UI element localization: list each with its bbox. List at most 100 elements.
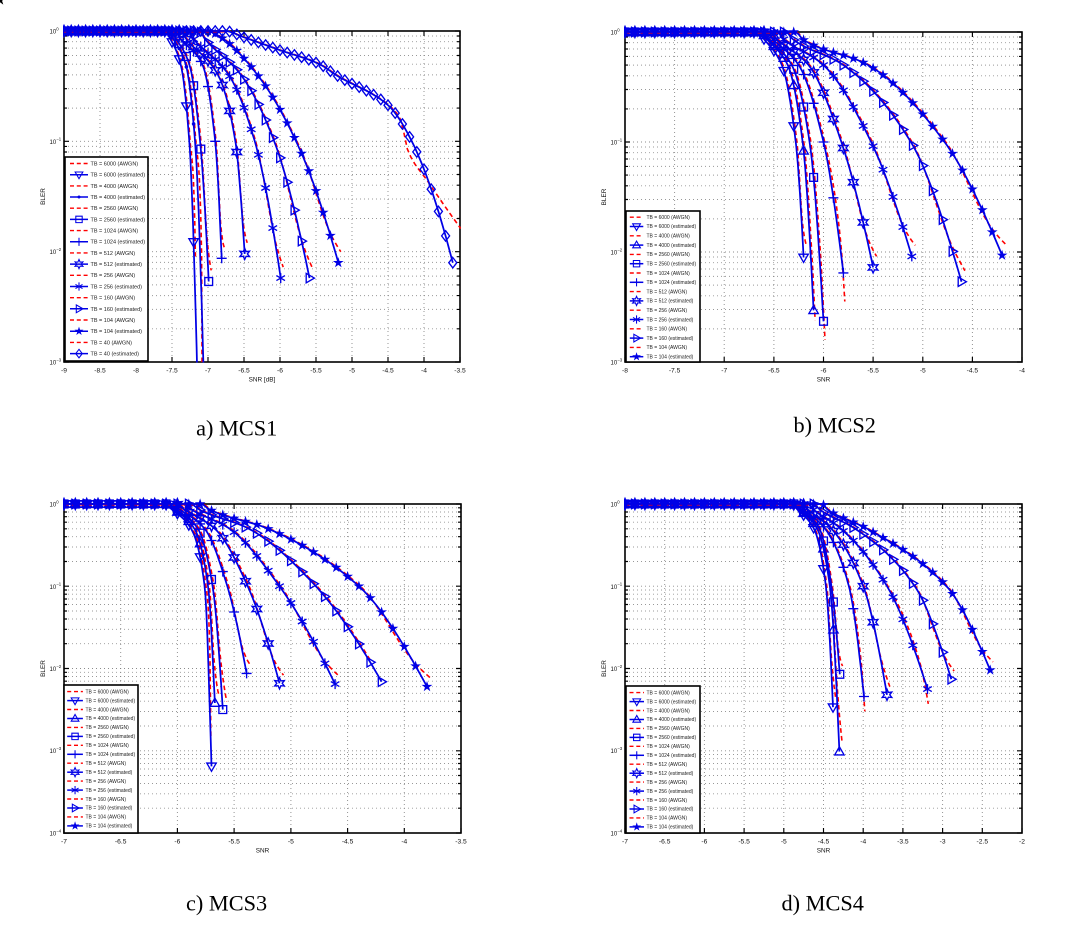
svg-text:TB = 512 (estimated): TB = 512 (estimated) — [91, 262, 143, 268]
svg-text:SNR [dB]: SNR [dB] — [249, 377, 276, 384]
svg-text:10−1: 10−1 — [611, 137, 623, 146]
svg-text:100: 100 — [50, 499, 60, 508]
svg-text:TB = 6000 (estimated): TB = 6000 (estimated) — [91, 173, 146, 179]
svg-text:BLER: BLER — [601, 660, 608, 677]
svg-text:TB = 104 (AWGN): TB = 104 (AWGN) — [91, 318, 136, 324]
svg-text:TB = 512 (AWGN): TB = 512 (AWGN) — [647, 289, 688, 295]
svg-text:TB = 104 (AWGN): TB = 104 (AWGN) — [647, 345, 688, 351]
svg-text:TB = 6000 (AWGN): TB = 6000 (AWGN) — [647, 690, 691, 696]
svg-text:TB = 2560 (estimated): TB = 2560 (estimated) — [647, 735, 697, 741]
svg-text:-7.5: -7.5 — [166, 368, 178, 375]
svg-text:SNR: SNR — [817, 848, 831, 855]
svg-text:-7: -7 — [205, 368, 211, 375]
svg-text:10−1: 10−1 — [50, 137, 62, 146]
svg-text:TB = 256 (AWGN): TB = 256 (AWGN) — [86, 779, 127, 785]
svg-text:TB = 160 (AWGN): TB = 160 (AWGN) — [647, 798, 688, 804]
svg-text:SNR: SNR — [256, 848, 270, 855]
svg-text:100: 100 — [611, 27, 621, 36]
svg-text:a) MCS1: a) MCS1 — [196, 416, 277, 441]
svg-text:-6.5: -6.5 — [768, 368, 780, 375]
svg-text:TB = 1024 (AWGN): TB = 1024 (AWGN) — [647, 744, 691, 750]
svg-text:-5: -5 — [781, 839, 787, 846]
svg-text:-5: -5 — [920, 368, 926, 375]
svg-text:-2.5: -2.5 — [977, 839, 989, 846]
svg-text:TB = 4000 (estimated): TB = 4000 (estimated) — [647, 717, 697, 723]
svg-text:10−2: 10−2 — [50, 664, 62, 673]
svg-text:10−4: 10−4 — [611, 828, 623, 837]
svg-text:TB = 1024 (estimated): TB = 1024 (estimated) — [647, 753, 697, 759]
svg-text:TB = 40 (estimated): TB = 40 (estimated) — [91, 352, 140, 358]
svg-text:TB = 2560 (estimated): TB = 2560 (estimated) — [91, 217, 146, 223]
svg-text:-4.5: -4.5 — [967, 368, 979, 375]
svg-text:100: 100 — [611, 499, 621, 508]
svg-text:-9: -9 — [61, 368, 67, 375]
svg-text:-4: -4 — [421, 368, 427, 375]
svg-text:TB = 160 (estimated): TB = 160 (estimated) — [86, 806, 133, 812]
svg-text:-7: -7 — [721, 368, 727, 375]
svg-text:-3.5: -3.5 — [455, 839, 467, 846]
svg-text:-3.5: -3.5 — [897, 839, 909, 846]
svg-text:TB = 1024 (AWGN): TB = 1024 (AWGN) — [86, 743, 130, 749]
svg-text:TB = 256 (estimated): TB = 256 (estimated) — [647, 317, 694, 323]
svg-text:TB = 4000 (estimated): TB = 4000 (estimated) — [647, 243, 697, 249]
svg-text:-4: -4 — [401, 839, 407, 846]
svg-text:-6: -6 — [701, 839, 707, 846]
svg-text:TB = 2560 (AWGN): TB = 2560 (AWGN) — [647, 252, 691, 258]
svg-text:TB = 512 (AWGN): TB = 512 (AWGN) — [91, 251, 136, 257]
svg-text:-8: -8 — [133, 368, 139, 375]
svg-text:TB = 6000 (AWGN): TB = 6000 (AWGN) — [91, 161, 139, 167]
svg-text:-6: -6 — [821, 368, 827, 375]
svg-text:TB = 2560 (estimated): TB = 2560 (estimated) — [647, 262, 697, 268]
svg-text:TB = 256 (estimated): TB = 256 (estimated) — [86, 788, 133, 794]
svg-text:c) MCS3: c) MCS3 — [186, 891, 267, 916]
svg-text:-4.5: -4.5 — [818, 839, 830, 846]
svg-text:TB = 104 (estimated): TB = 104 (estimated) — [647, 825, 694, 831]
svg-text:TB = 2560 (AWGN): TB = 2560 (AWGN) — [86, 725, 130, 731]
svg-text:-5.5: -5.5 — [228, 839, 240, 846]
svg-text:-5: -5 — [288, 839, 294, 846]
svg-text:10−4: 10−4 — [50, 828, 62, 837]
svg-text:TB = 4000 (AWGN): TB = 4000 (AWGN) — [86, 707, 130, 713]
svg-text:BLER: BLER — [40, 660, 47, 677]
svg-text:TB = 1024 (estimated): TB = 1024 (estimated) — [91, 240, 146, 246]
svg-text:d) MCS4: d) MCS4 — [781, 891, 863, 916]
svg-text:-3.5: -3.5 — [454, 368, 466, 375]
svg-text:-8.5: -8.5 — [94, 368, 106, 375]
svg-text:10−2: 10−2 — [611, 247, 623, 256]
svg-text:TB = 1024 (estimated): TB = 1024 (estimated) — [86, 752, 136, 758]
svg-text:TB = 160 (estimated): TB = 160 (estimated) — [647, 807, 694, 813]
svg-text:TB = 160 (AWGN): TB = 160 (AWGN) — [647, 327, 688, 333]
svg-text:TB = 4000 (AWGN): TB = 4000 (AWGN) — [647, 234, 691, 240]
svg-text:10−1: 10−1 — [50, 582, 62, 591]
svg-text:10−1: 10−1 — [611, 582, 623, 591]
svg-text:100: 100 — [50, 26, 60, 35]
svg-text:BLER: BLER — [40, 188, 47, 205]
svg-text:TB = 104 (AWGN): TB = 104 (AWGN) — [86, 815, 127, 821]
svg-text:-8: -8 — [622, 368, 628, 375]
svg-text:TB = 1024 (estimated): TB = 1024 (estimated) — [647, 280, 697, 286]
svg-text:-7.5: -7.5 — [669, 368, 681, 375]
svg-text:-6: -6 — [174, 839, 180, 846]
svg-text:TB = 160 (AWGN): TB = 160 (AWGN) — [91, 296, 136, 302]
svg-text:TB = 256 (estimated): TB = 256 (estimated) — [647, 789, 694, 795]
svg-text:TB = 2560 (AWGN): TB = 2560 (AWGN) — [91, 206, 139, 212]
svg-text:TB = 512 (estimated): TB = 512 (estimated) — [647, 299, 694, 305]
svg-text:TB = 2560 (estimated): TB = 2560 (estimated) — [86, 734, 136, 740]
svg-text:TB = 4000 (estimated): TB = 4000 (estimated) — [86, 716, 136, 722]
svg-text:TB = 104 (estimated): TB = 104 (estimated) — [647, 355, 694, 361]
svg-text:TB = 512 (AWGN): TB = 512 (AWGN) — [86, 761, 127, 767]
svg-text:-5.5: -5.5 — [867, 368, 879, 375]
svg-text:-2: -2 — [1019, 839, 1025, 846]
svg-text:TB = 1024 (AWGN): TB = 1024 (AWGN) — [91, 229, 139, 235]
svg-text:10−3: 10−3 — [611, 357, 623, 366]
svg-text:TB = 4000 (AWGN): TB = 4000 (AWGN) — [91, 184, 139, 190]
svg-text:TB = 104 (estimated): TB = 104 (estimated) — [86, 824, 133, 830]
svg-text:TB = 160 (estimated): TB = 160 (estimated) — [91, 307, 143, 313]
svg-text:-3: -3 — [940, 839, 946, 846]
svg-text:TB = 6000 (estimated): TB = 6000 (estimated) — [86, 698, 136, 704]
svg-text:-4.5: -4.5 — [342, 839, 354, 846]
svg-text:-6.5: -6.5 — [659, 839, 671, 846]
svg-text:TB = 104 (estimated): TB = 104 (estimated) — [91, 329, 143, 335]
svg-text:TB = 6000 (AWGN): TB = 6000 (AWGN) — [86, 689, 130, 695]
svg-text:10−3: 10−3 — [611, 746, 623, 755]
